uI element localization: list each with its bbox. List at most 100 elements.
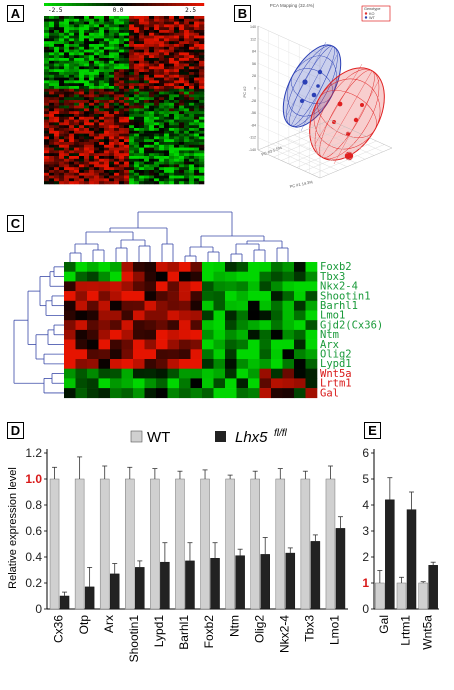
bar-wt [275, 478, 286, 610]
heatmap-cell [59, 142, 65, 146]
heatmap-cell [149, 55, 155, 59]
heatmap-cell [189, 72, 195, 76]
heatmap-cell [164, 46, 170, 50]
heatmap-cell [64, 175, 70, 179]
heatmap-cell [134, 125, 140, 129]
heatmap-cell [149, 133, 155, 137]
heatmap-cell [179, 144, 185, 148]
heatmap-cell [59, 80, 65, 84]
heatmap-cell [174, 105, 180, 109]
heatmap-cell [169, 27, 175, 31]
heatmap-cell [169, 18, 175, 22]
heatmap-cell [44, 108, 50, 112]
heatmap-cell [164, 156, 170, 160]
heatmap-cell [69, 58, 75, 62]
heatmap-cell [164, 133, 170, 137]
heatmap-cell [159, 18, 165, 22]
heatmap-cell [124, 58, 130, 62]
heatmap-cell [64, 320, 76, 331]
heatmap-cell [124, 49, 130, 53]
colorbar-cell [176, 3, 181, 6]
heatmap-cell [69, 97, 75, 101]
heatmap-cell [179, 91, 185, 95]
heatmap-cell [124, 119, 130, 123]
pca-floor-grid-line [302, 131, 366, 160]
heatmap-cell [149, 172, 155, 176]
heatmap-cell [184, 164, 190, 168]
heatmap-cell [184, 74, 190, 78]
pca-y-tick-label: 0 [254, 87, 256, 91]
heatmap-cell [167, 310, 180, 321]
heatmap-cell [99, 94, 105, 98]
heatmap-cell [49, 122, 55, 126]
heatmap-cell [64, 63, 70, 67]
heatmap-cell [134, 147, 140, 151]
heatmap-cell [190, 329, 203, 340]
heatmap-cell [179, 44, 185, 48]
heatmap-cell [133, 320, 145, 331]
heatmap-cell [134, 116, 140, 120]
heatmap-cell [199, 66, 205, 70]
heatmap-cell [74, 122, 80, 126]
heatmap-cell [194, 30, 200, 34]
heatmap-cell [154, 49, 160, 53]
heatmap-cell [94, 111, 100, 115]
heatmap-cell [144, 388, 157, 399]
heatmap-cell [236, 388, 249, 399]
heatmap-cell [114, 21, 120, 25]
heatmap-cell [154, 46, 160, 50]
heatmap-cell [194, 41, 200, 45]
heatmap-cell [259, 378, 272, 389]
heatmap-cell [94, 139, 100, 143]
heatmap-cell [74, 111, 80, 115]
heatmap-cell [194, 144, 200, 148]
heatmap-cell [69, 164, 75, 168]
heatmap-cell [149, 139, 155, 143]
heatmap-cell [89, 161, 95, 165]
heatmap-cell [139, 97, 145, 101]
colorbar-cell [144, 3, 149, 6]
heatmap-cell [44, 72, 50, 76]
heatmap-cell [184, 72, 190, 76]
heatmap-cell [74, 18, 80, 22]
heatmap-cell [154, 111, 160, 115]
heatmap-cell [189, 133, 195, 137]
heatmap-cell [149, 32, 155, 36]
bar-wt [200, 478, 210, 610]
heatmap-cell [54, 161, 60, 165]
heatmap-cell [159, 178, 165, 182]
heatmap-cell [109, 44, 115, 48]
heatmap-cell [49, 88, 55, 92]
heatmap-cell [149, 164, 155, 168]
heatmap-cell [174, 41, 180, 45]
heatmap-cell [104, 63, 110, 67]
heatmap-cell [129, 24, 135, 28]
heatmap-cell [104, 156, 110, 160]
heatmap-cell [164, 125, 170, 129]
heatmap-cell [74, 108, 80, 112]
heatmap-cell [184, 105, 190, 109]
heatmap-cell [129, 77, 135, 81]
heatmap-cell [99, 108, 105, 112]
heatmap-cell [59, 69, 65, 73]
heatmap-cell [305, 291, 318, 302]
heatmap-cell [44, 41, 50, 45]
heatmap-cell [114, 119, 120, 123]
heatmap-cell [129, 88, 135, 92]
heatmap-cell [104, 49, 110, 53]
heatmap-cell [149, 130, 155, 134]
heatmap-cell [199, 105, 205, 109]
heatmap-cell [144, 24, 150, 28]
heatmap-cell [134, 83, 140, 87]
x-tick-label: Cx36 [52, 615, 66, 643]
heatmap-cell [124, 108, 130, 112]
heatmap-cell [139, 32, 145, 36]
heatmap-cell [134, 94, 140, 98]
heatmap-cell [194, 16, 200, 20]
heatmap-cell [159, 133, 165, 137]
heatmap-cell [154, 114, 160, 118]
heatmap-cell [154, 172, 160, 176]
heatmap-cell [144, 281, 157, 292]
heatmap-cell [179, 58, 185, 62]
bar-wt [175, 478, 185, 610]
